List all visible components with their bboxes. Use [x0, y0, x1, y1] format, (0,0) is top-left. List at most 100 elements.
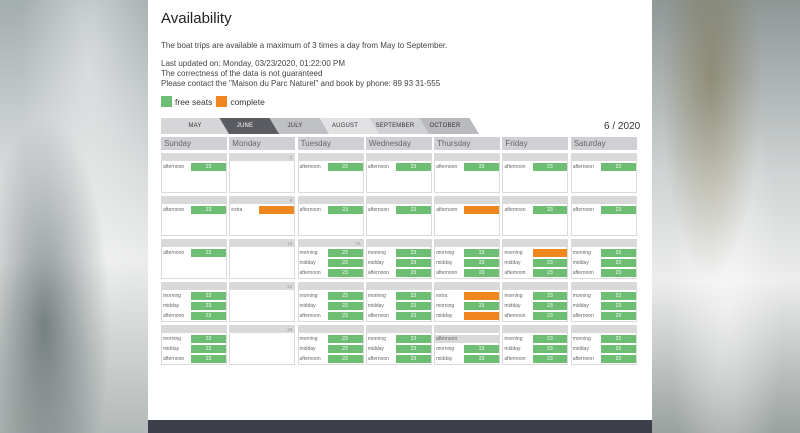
- day-header: [366, 154, 431, 161]
- slot-label: morning: [367, 336, 386, 342]
- free-seats-badge[interactable]: 23: [532, 259, 568, 267]
- free-seats-badge[interactable]: 23: [464, 249, 500, 257]
- free-seats-badge[interactable]: 23: [395, 259, 431, 267]
- free-seats-badge[interactable]: 23: [532, 206, 568, 214]
- slot-label: midday: [299, 303, 316, 309]
- complete-badge[interactable]: [464, 312, 500, 320]
- day-header: [298, 326, 363, 333]
- free-seats-badge[interactable]: 23: [327, 249, 363, 257]
- slot-label: afternoon: [572, 313, 594, 319]
- free-seats-badge[interactable]: 23: [395, 269, 431, 277]
- free-seats-badge[interactable]: 23: [464, 269, 500, 277]
- free-seats-badge[interactable]: 23: [600, 259, 636, 267]
- free-seats-badge[interactable]: 23: [532, 269, 568, 277]
- trip-slot: afternoon 23: [299, 355, 363, 363]
- free-seats-badge[interactable]: 23: [532, 292, 568, 300]
- free-seats-badge[interactable]: 23: [600, 312, 636, 320]
- day-cell: morning 23 midday 23 afternoon 23: [502, 282, 569, 322]
- free-seats-badge[interactable]: 23: [600, 355, 636, 363]
- day-cell: 29: [229, 325, 296, 365]
- day-cell: morning 23 midday 23 afternoon 23: [161, 282, 227, 322]
- complete-badge[interactable]: [464, 292, 500, 300]
- slot-label: midday: [163, 346, 180, 352]
- free-seats-badge[interactable]: 23: [395, 249, 431, 257]
- free-seats-badge[interactable]: 23: [464, 355, 500, 363]
- free-seats-badge[interactable]: 23: [600, 269, 636, 277]
- free-seats-badge[interactable]: 23: [191, 292, 226, 300]
- complete-badge[interactable]: [532, 249, 568, 257]
- week-row: afternoon 23 8 extra afternoon 23 afternoon 23 a…: [161, 196, 639, 236]
- tab-june[interactable]: JUNE: [211, 118, 279, 134]
- free-seats-badge[interactable]: 23: [532, 355, 568, 363]
- free-seats-badge[interactable]: 23: [396, 206, 431, 214]
- free-seats-badge[interactable]: 23: [191, 355, 226, 363]
- free-seats-badge[interactable]: 23: [191, 302, 226, 310]
- free-seats-badge[interactable]: 23: [327, 206, 363, 214]
- free-seats-badge[interactable]: 23: [395, 335, 431, 343]
- free-seats-badge[interactable]: 23: [464, 259, 500, 267]
- free-seats-badge[interactable]: 23: [327, 292, 363, 300]
- free-seats-badge[interactable]: 23: [395, 345, 431, 353]
- free-seats-badge[interactable]: 23: [191, 312, 226, 320]
- complete-badge[interactable]: [464, 206, 500, 214]
- free-seats-badge[interactable]: 23: [327, 335, 363, 343]
- free-seats-badge[interactable]: 23: [327, 163, 363, 171]
- free-seats-badge[interactable]: 23: [532, 335, 568, 343]
- tab-october[interactable]: OCTOBER: [411, 118, 479, 134]
- day-header: [435, 154, 500, 161]
- free-seats-badge[interactable]: 23: [600, 292, 636, 300]
- free-seats-badge[interactable]: 23: [191, 249, 226, 257]
- free-seats-badge[interactable]: 23: [395, 355, 431, 363]
- weekday-tuesday: Tuesday: [297, 137, 364, 150]
- free-seats-badge[interactable]: 23: [600, 302, 636, 310]
- day-cell: afternoon 23: [570, 196, 637, 236]
- slot-label: morning: [163, 336, 182, 342]
- trip-slot: afternoon 23: [162, 163, 226, 171]
- free-seats-badge[interactable]: 23: [327, 302, 363, 310]
- free-seats-badge[interactable]: 23: [327, 269, 363, 277]
- free-seats-badge[interactable]: 23: [395, 163, 431, 171]
- day-header: [571, 240, 636, 247]
- free-seats-badge[interactable]: 23: [464, 302, 500, 310]
- free-seats-badge[interactable]: 23: [464, 163, 500, 171]
- slot-label: afternoon: [367, 313, 389, 319]
- free-seats-badge[interactable]: 23: [327, 312, 363, 320]
- tab-september[interactable]: SEPTEMBER: [361, 118, 429, 134]
- free-seats-badge[interactable]: 23: [191, 163, 226, 171]
- free-seats-badge[interactable]: 23: [532, 345, 568, 353]
- trip-slot: morning 23: [367, 249, 431, 257]
- free-seats-badge[interactable]: 23: [191, 345, 226, 353]
- complete-badge[interactable]: [259, 206, 295, 214]
- slot-label: afternoon: [163, 207, 185, 213]
- free-seats-badge[interactable]: 23: [395, 292, 431, 300]
- tab-august[interactable]: AUGUST: [311, 118, 379, 134]
- free-seats-badge[interactable]: 23: [600, 345, 636, 353]
- free-seats-badge[interactable]: 23: [532, 312, 568, 320]
- free-seats-badge[interactable]: 23: [327, 355, 363, 363]
- free-seats-badge[interactable]: 23: [532, 302, 568, 310]
- slot-label: afternoon: [572, 164, 594, 170]
- slot-label: midday: [504, 303, 521, 309]
- tab-may[interactable]: MAY: [161, 118, 229, 134]
- free-seats-badge[interactable]: 23: [191, 335, 226, 343]
- free-seats-badge[interactable]: 23: [464, 345, 500, 353]
- slot-label: afternoon: [572, 270, 594, 276]
- slot-label: morning: [299, 336, 318, 342]
- trip-slot: afternoon 23: [572, 269, 636, 277]
- free-seats-badge[interactable]: 23: [532, 163, 568, 171]
- free-seats-badge[interactable]: 23: [600, 163, 636, 171]
- trip-slot: afternoon 23: [367, 355, 431, 363]
- free-seats-badge[interactable]: 23: [600, 335, 636, 343]
- slot-label: midday: [572, 346, 589, 352]
- free-seats-badge[interactable]: 23: [327, 259, 363, 267]
- free-seats-badge[interactable]: 23: [395, 302, 431, 310]
- free-seats-badge[interactable]: 23: [395, 312, 431, 320]
- free-seats-badge[interactable]: 23: [327, 345, 363, 353]
- day-cell: afternoon 23: [570, 153, 637, 193]
- free-seats-badge[interactable]: 23: [600, 206, 636, 214]
- tab-july[interactable]: JULY: [261, 118, 329, 134]
- free-seats-badge[interactable]: 23: [600, 249, 636, 257]
- slot-header: afternoon: [435, 335, 500, 343]
- day-number: 16: [355, 241, 361, 246]
- free-seats-badge[interactable]: 23: [191, 206, 226, 214]
